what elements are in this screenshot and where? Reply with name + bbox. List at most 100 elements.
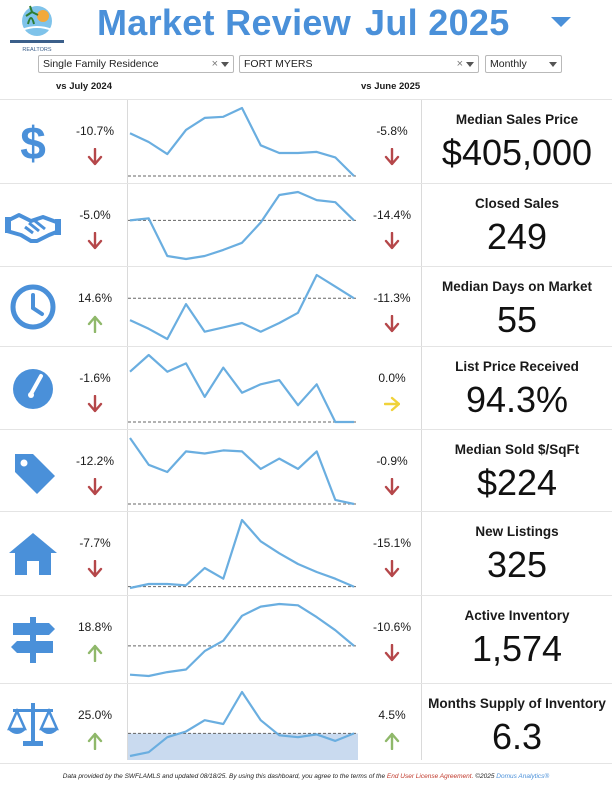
metric-row-active-inventory: 18.8% -10.6% Active Inventory 1,574 (0, 596, 612, 684)
metric-value: 55 (496, 299, 538, 340)
page-title-text: Market Review (97, 2, 352, 43)
metric-label: Median Days on Market (441, 279, 593, 294)
divider (0, 763, 612, 764)
yoy-change: 25.0% (77, 708, 113, 722)
mom-column-header: vs June 2025 (361, 81, 421, 92)
metric-row-median-sales-price: $ -10.7% -5.8% Median Sales Price $405,0… (0, 100, 612, 184)
sparkline-series (129, 106, 355, 177)
mom-down-arrow-icon (384, 147, 400, 166)
sparkline-chart[interactable] (128, 271, 358, 343)
scales-icon (5, 699, 61, 749)
metric-label: List Price Received (455, 359, 579, 374)
chevron-down-icon[interactable] (221, 62, 229, 67)
house-icon (5, 529, 61, 579)
mom-change: 4.5% (378, 708, 406, 722)
metric-value: $224 (476, 462, 558, 503)
mom-change: -0.9% (376, 454, 408, 468)
property-type-select[interactable]: Single Family Residence × (38, 55, 234, 73)
header: REALTORS Market Review Jul 2025 (0, 0, 612, 56)
clear-icon[interactable]: × (211, 58, 218, 70)
mom-flat-arrow-icon (383, 395, 401, 413)
sparkline-chart[interactable] (128, 434, 358, 508)
metric-row-closed-sales: -5.0% -14.4% Closed Sales 249 (0, 184, 612, 267)
report-period: Jul 2025 (365, 2, 510, 43)
sparkline-series (129, 273, 355, 341)
clear-icon[interactable]: × (456, 58, 463, 70)
mom-change: 0.0% (378, 371, 406, 385)
yoy-down-arrow-icon (87, 559, 103, 578)
mom-change: -15.1% (372, 536, 412, 550)
metric-label: Active Inventory (464, 608, 570, 623)
sparkline-series (129, 690, 355, 758)
yoy-change: 14.6% (77, 291, 113, 305)
divider (0, 183, 612, 184)
svg-text:REALTORS: REALTORS (22, 47, 51, 53)
yoy-down-arrow-icon (87, 231, 103, 250)
yoy-up-arrow-icon (87, 315, 103, 334)
signpost-icon (5, 615, 61, 665)
area-value: FORT MYERS (244, 58, 313, 70)
mom-down-arrow-icon (384, 314, 400, 333)
filter-bar: Single Family Residence × FORT MYERS × M… (0, 55, 612, 75)
mom-down-arrow-icon (384, 559, 400, 578)
sparkline-chart[interactable] (128, 188, 358, 263)
yoy-up-arrow-icon (87, 732, 103, 751)
brokerage-logo: REALTORS (10, 5, 64, 53)
divider (0, 99, 612, 100)
sparkline-series (129, 353, 354, 424)
metric-value: 6.3 (491, 716, 543, 757)
sparkline-chart[interactable] (128, 351, 358, 426)
sparkline-chart[interactable] (128, 104, 358, 180)
gauge-icon (5, 364, 61, 414)
divider (0, 683, 612, 684)
chevron-down-icon[interactable] (549, 62, 557, 67)
metric-label: Median Sold $/SqFt (454, 442, 580, 457)
divider (0, 511, 612, 512)
copyright: ©2025 (475, 773, 495, 780)
metric-value: 1,574 (471, 628, 563, 669)
metric-row-median-days-on-market: 14.6% -11.3% Median Days on Market 55 (0, 267, 612, 347)
column-divider (421, 100, 422, 760)
tag-icon (5, 446, 61, 496)
divider (0, 266, 612, 267)
interval-value: Monthly (490, 58, 527, 70)
sparkline-series (129, 190, 355, 261)
yoy-down-arrow-icon (87, 477, 103, 496)
footer: Data provided by the SWFLAMLS and update… (0, 773, 612, 780)
brand-name: Domus Analytics® (496, 773, 550, 780)
yoy-change: -5.0% (79, 208, 111, 222)
mom-down-arrow-icon (384, 231, 400, 250)
mom-change: -10.6% (372, 620, 412, 634)
yoy-column-header: vs July 2024 (56, 81, 112, 92)
column-divider (127, 100, 128, 760)
metric-row-list-price-received: -1.6% 0.0% List Price Received 94.3% (0, 347, 612, 430)
interval-select[interactable]: Monthly (485, 55, 562, 73)
eula-link[interactable]: End User License Agreement. (386, 773, 474, 780)
clock-icon (5, 282, 61, 332)
metric-value: $405,000 (441, 132, 593, 173)
sparkline-series (129, 602, 355, 678)
metric-row-median-sold-per-sqft: -12.2% -0.9% Median Sold $/SqFt $224 (0, 430, 612, 512)
metric-value: 94.3% (465, 379, 569, 420)
mom-change: -14.4% (372, 208, 412, 222)
period-dropdown-caret-icon[interactable] (551, 17, 571, 27)
page-title: Market Review Jul 2025 (97, 2, 510, 44)
chevron-down-icon[interactable] (466, 62, 474, 67)
footer-text: Data provided by the SWFLAMLS and update… (62, 773, 386, 780)
sparkline-chart[interactable] (128, 516, 358, 592)
yoy-change: -1.6% (79, 371, 111, 385)
mom-down-arrow-icon (384, 477, 400, 496)
yoy-change: -10.7% (75, 124, 115, 138)
metric-label: Median Sales Price (455, 112, 579, 127)
metric-row-new-listings: -7.7% -15.1% New Listings 325 (0, 512, 612, 596)
metric-label: Months Supply of Inventory (428, 696, 606, 711)
dollar-icon: $ (5, 117, 61, 169)
yoy-change: 18.8% (77, 620, 113, 634)
metric-label: New Listings (475, 524, 559, 539)
area-select[interactable]: FORT MYERS × (239, 55, 479, 73)
property-type-value: Single Family Residence (43, 58, 159, 70)
sparkline-chart[interactable] (128, 600, 358, 680)
metric-value: 249 (486, 216, 548, 257)
metric-label: Closed Sales (474, 196, 560, 211)
sparkline-chart[interactable] (128, 688, 358, 760)
